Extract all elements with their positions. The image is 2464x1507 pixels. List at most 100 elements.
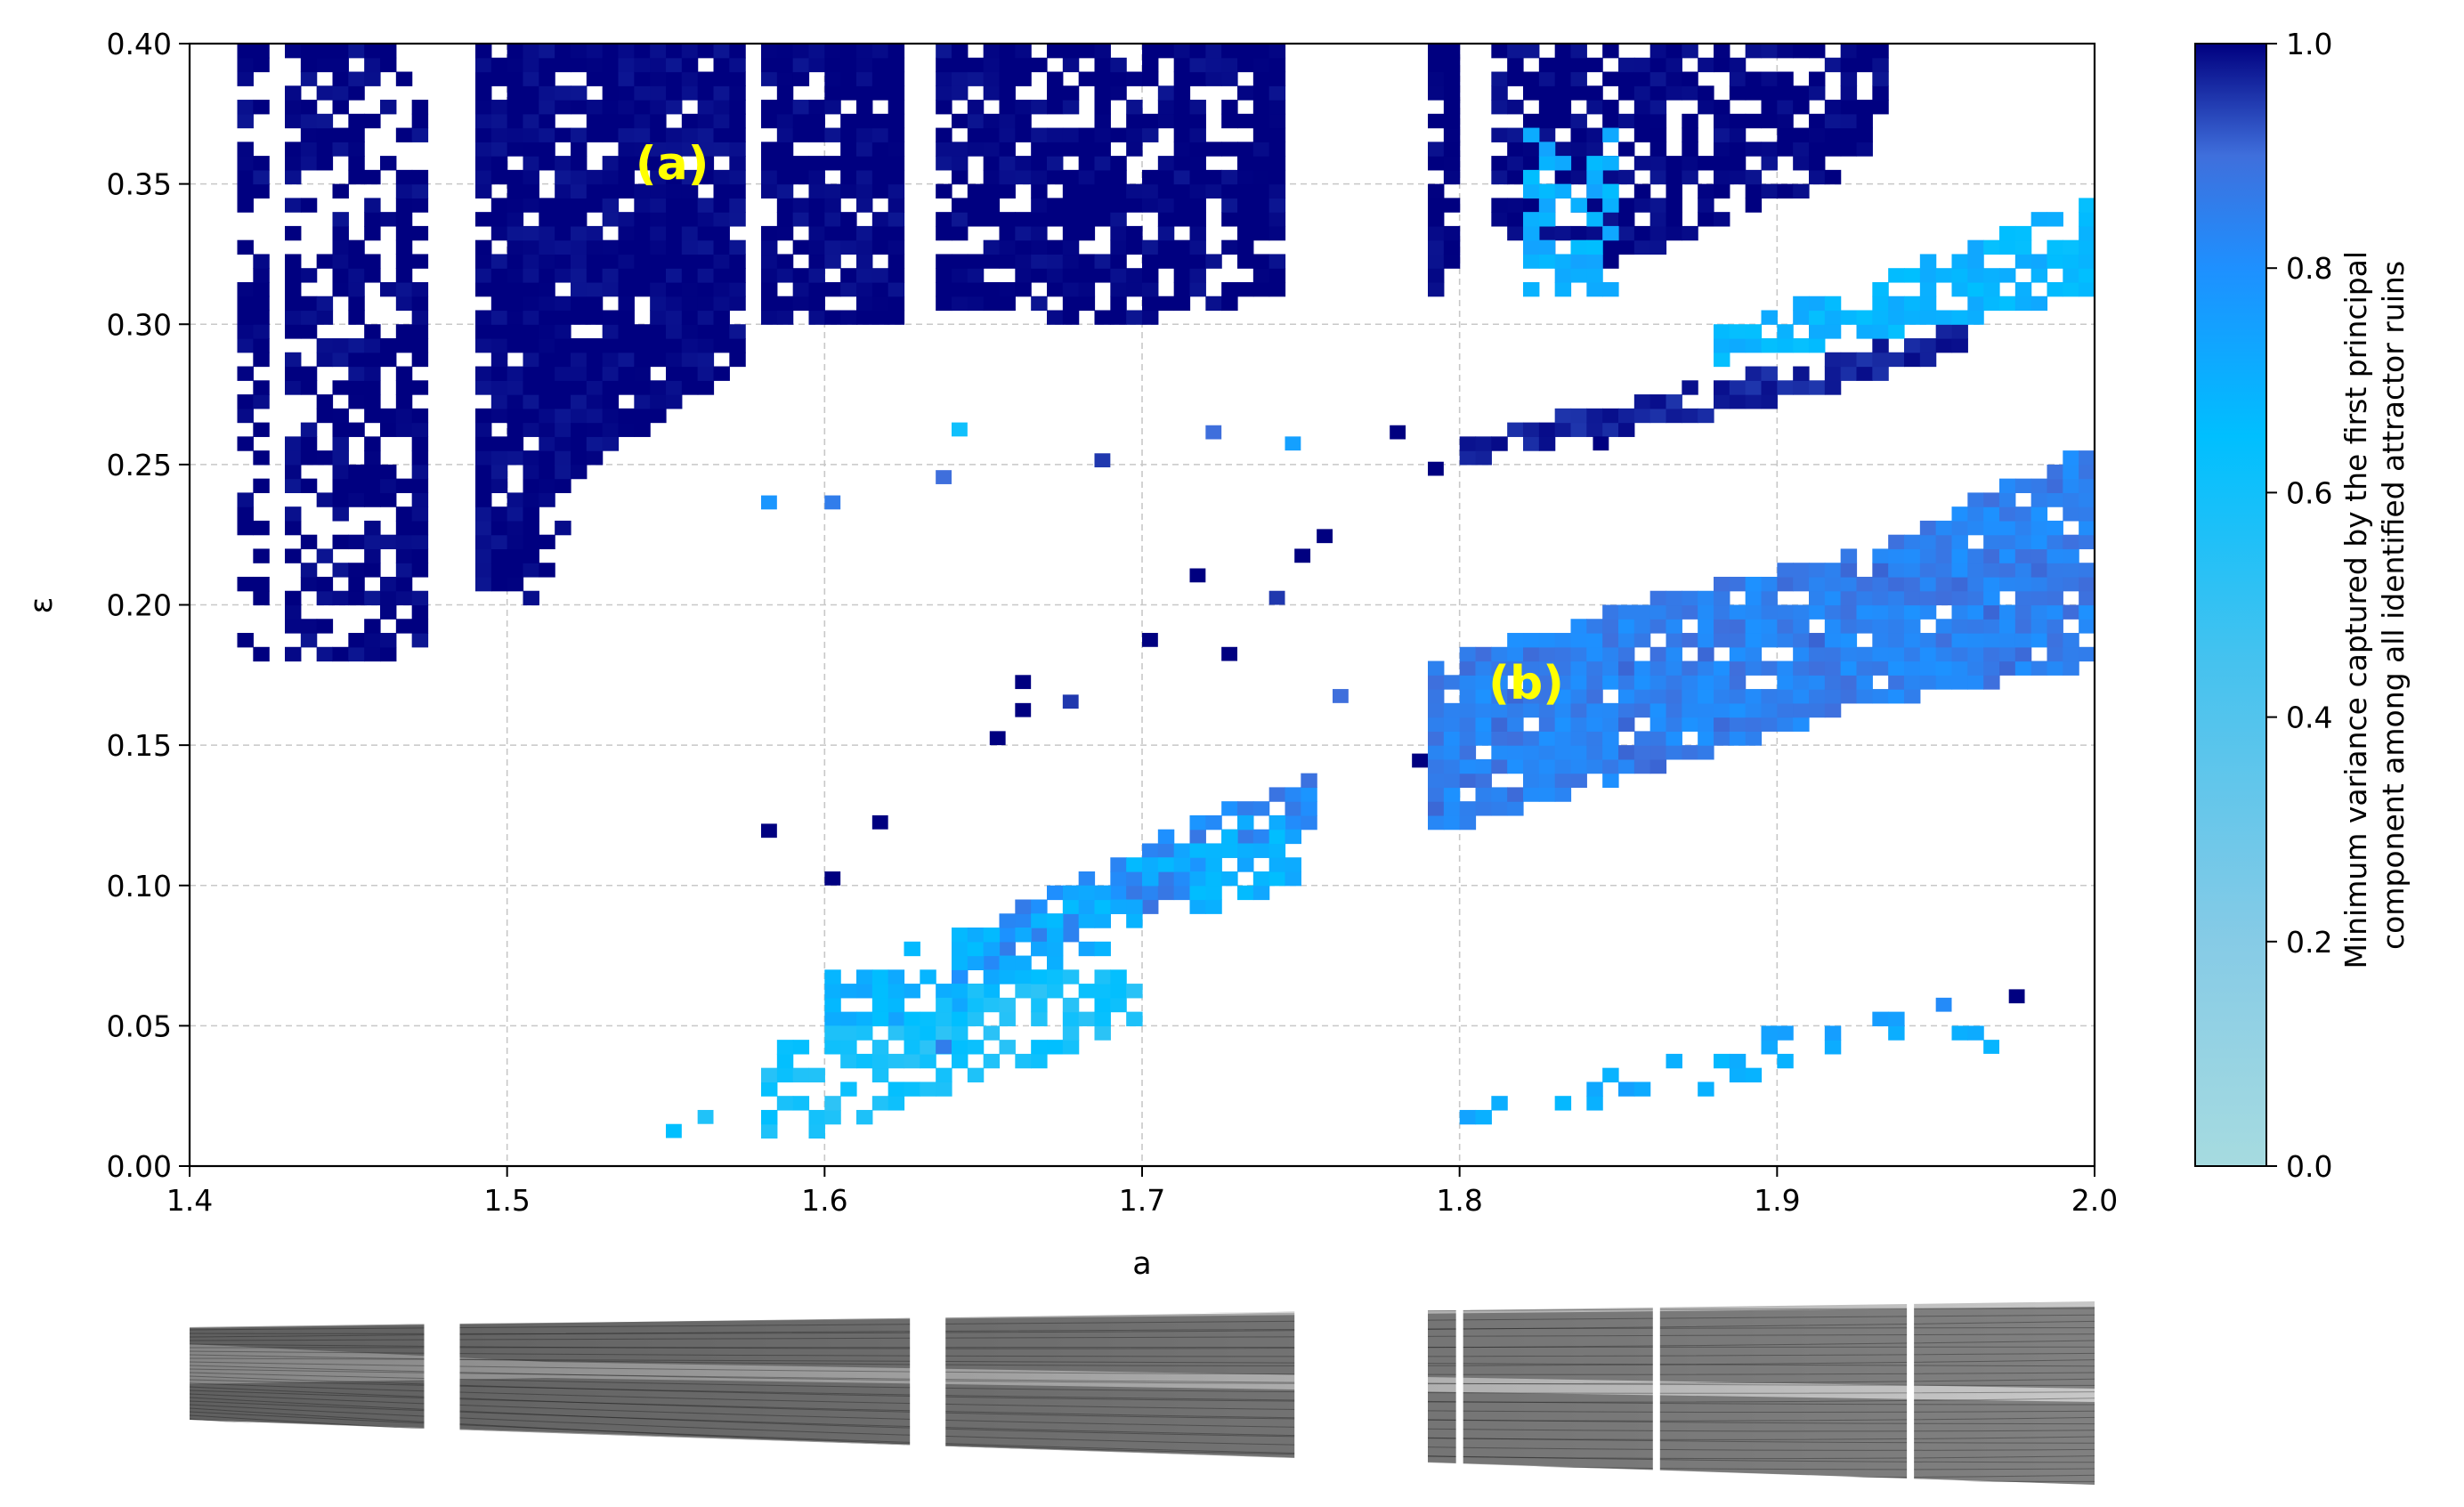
heatmap-cell <box>761 113 778 129</box>
heatmap-cell <box>380 156 397 171</box>
heatmap-cell <box>1729 702 1747 718</box>
heatmap-cell <box>475 366 492 381</box>
heatmap-cell <box>666 281 683 297</box>
heatmap-cell <box>761 281 778 297</box>
heatmap-cell <box>952 71 969 86</box>
heatmap-cell <box>1459 675 1477 690</box>
heatmap-cell <box>1935 576 1953 592</box>
heatmap-cell <box>602 127 620 142</box>
heatmap-cell <box>364 268 381 283</box>
heatmap-cell <box>555 254 571 269</box>
heatmap-cell <box>1935 619 1953 634</box>
heatmap-cell <box>523 394 539 409</box>
heatmap-cell <box>2030 212 2048 227</box>
heatmap-cell <box>571 268 588 283</box>
heatmap-cell <box>475 254 492 269</box>
heatmap-cell <box>697 366 715 381</box>
heatmap-cell <box>2079 506 2095 522</box>
heatmap-cell <box>523 408 539 424</box>
heatmap-cell <box>380 57 397 73</box>
heatmap-cell <box>1809 380 1826 395</box>
heatmap-cell <box>983 955 1001 970</box>
heatmap-cell <box>1919 268 1937 283</box>
heatmap-cell <box>1554 183 1572 199</box>
heatmap-cell <box>1951 254 1968 269</box>
heatmap-cell <box>650 212 667 227</box>
heatmap-cell <box>475 422 492 437</box>
heatmap-cell <box>983 183 1001 199</box>
heatmap-cell <box>1301 787 1317 802</box>
heatmap-cell <box>555 408 571 424</box>
heatmap-cell <box>1682 113 1698 129</box>
heatmap-cell <box>792 57 810 73</box>
heatmap-cell <box>1507 71 1524 86</box>
heatmap-cell <box>1935 563 1953 578</box>
heatmap-cell <box>475 478 492 493</box>
heatmap-cell <box>697 212 715 227</box>
bifurcation-curve <box>189 1407 2095 1460</box>
heatmap-cell <box>871 984 889 999</box>
heatmap-cell <box>967 254 985 269</box>
heatmap-cell <box>1602 198 1619 213</box>
heatmap-cell <box>1173 239 1191 255</box>
heatmap-cell <box>824 225 841 241</box>
heatmap-cell <box>983 984 1001 999</box>
heatmap-cell <box>1523 675 1540 690</box>
heatmap-cell <box>1554 1096 1572 1111</box>
heatmap-cell <box>395 183 413 199</box>
heatmap-cell <box>1761 85 1778 101</box>
heatmap-cell <box>634 394 651 409</box>
heatmap-cell <box>792 1040 810 1055</box>
heatmap-cell <box>1809 169 1826 185</box>
heatmap-cell <box>824 1025 841 1041</box>
heatmap-cell <box>952 1025 969 1041</box>
heatmap-cell <box>1459 436 1477 451</box>
heatmap-cell <box>871 85 889 101</box>
heatmap-cell <box>871 44 889 59</box>
heatmap-cell <box>380 44 397 59</box>
heatmap-cell <box>571 198 588 213</box>
heatmap-cell <box>380 576 397 592</box>
heatmap-cell <box>1047 156 1064 171</box>
heatmap-cell <box>555 464 571 480</box>
heatmap-cell <box>1110 254 1127 269</box>
heatmap-cell <box>1031 928 1048 943</box>
heatmap-cell <box>602 436 620 451</box>
heatmap-cell <box>237 44 254 59</box>
bifurcation-curve <box>189 1368 2095 1386</box>
heatmap-cell <box>1491 212 1508 227</box>
heatmap-cell <box>634 85 651 101</box>
heatmap-cell <box>824 871 841 886</box>
heatmap-cell <box>395 548 413 563</box>
heatmap-cell <box>871 969 889 984</box>
heatmap-cell <box>332 212 349 227</box>
heatmap-cell <box>1840 689 1858 704</box>
heatmap-cell <box>1523 745 1540 760</box>
heatmap-cell <box>490 100 508 115</box>
heatmap-cell <box>332 534 349 550</box>
heatmap-cell <box>1872 366 1889 381</box>
heatmap-cell <box>1633 57 1651 73</box>
heatmap-cell <box>1015 984 1032 999</box>
heatmap-cell <box>618 100 635 115</box>
heatmap-cell <box>555 422 571 437</box>
heatmap-cell <box>1189 44 1206 59</box>
heatmap-cell <box>490 57 508 73</box>
heatmap-cell <box>1110 156 1127 171</box>
heatmap-cell <box>856 113 873 129</box>
heatmap-cell <box>1793 702 1810 718</box>
heatmap-cell <box>713 268 730 283</box>
heatmap-cell <box>1538 142 1556 157</box>
heatmap-cell <box>1094 254 1111 269</box>
heatmap-cell <box>1157 169 1175 185</box>
heatmap-cell <box>507 563 524 578</box>
heatmap-cell <box>571 254 588 269</box>
bifurcation-window <box>1455 1295 1463 1491</box>
heatmap-cell <box>1078 212 1096 227</box>
heatmap-cell <box>1714 100 1730 115</box>
heatmap-cell <box>1602 100 1619 115</box>
heatmap-cell <box>490 71 508 86</box>
x-tick-label: 1.5 <box>483 1183 530 1218</box>
heatmap-cell <box>1745 183 1763 199</box>
heatmap-cell <box>1888 619 1905 634</box>
